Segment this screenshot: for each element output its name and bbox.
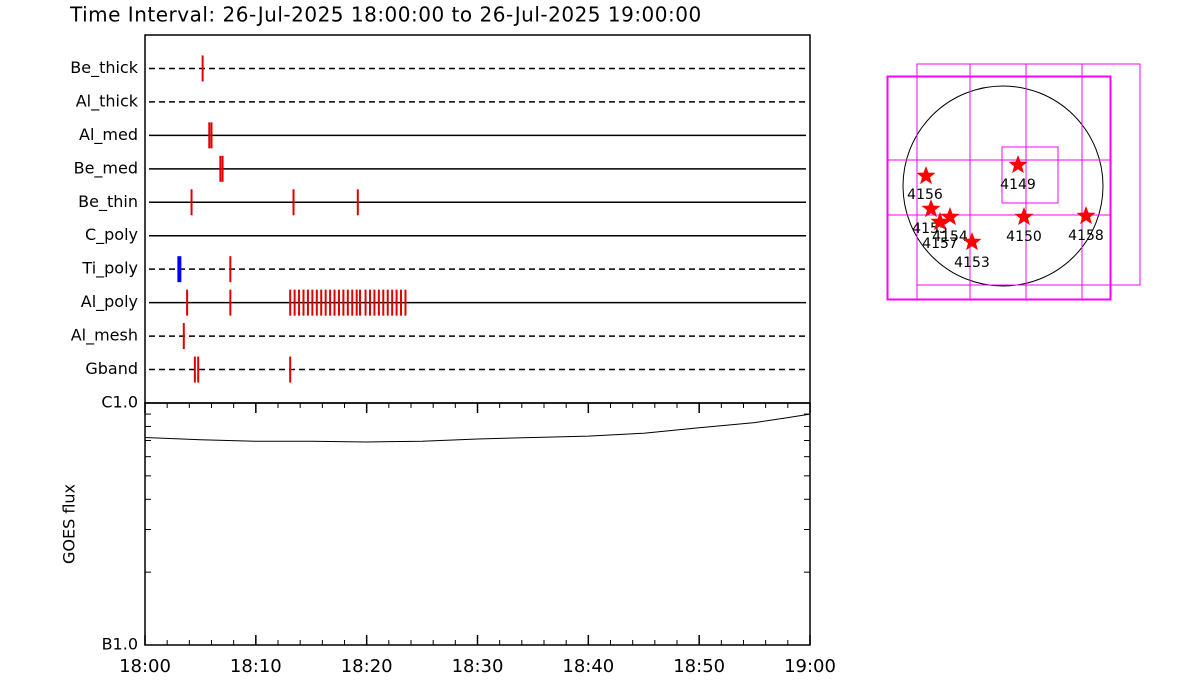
x-tick-label: 18:40 bbox=[562, 656, 614, 677]
row-label: C_poly bbox=[85, 225, 138, 245]
region-label: 4157 bbox=[922, 236, 958, 252]
top-frame bbox=[144, 34, 811, 404]
solar-disk bbox=[902, 85, 1104, 287]
region-label: 4156 bbox=[907, 187, 943, 203]
flux-line bbox=[144, 413, 811, 443]
fov-box bbox=[887, 76, 1111, 300]
row-label: Be_thin bbox=[78, 192, 138, 212]
region-label: 4154 bbox=[932, 229, 968, 245]
x-tick-label: 19:00 bbox=[784, 656, 836, 677]
row-label: Ti_poly bbox=[81, 259, 138, 279]
region-star bbox=[916, 166, 936, 185]
region-star bbox=[1014, 207, 1034, 226]
y-tick-label: C1.0 bbox=[101, 393, 138, 412]
row-label: Al_poly bbox=[81, 292, 138, 312]
region-star bbox=[930, 212, 950, 231]
row-label: Gband bbox=[85, 359, 138, 378]
x-tick-label: 18:30 bbox=[452, 656, 504, 677]
region-star bbox=[940, 207, 960, 226]
region-star bbox=[1076, 206, 1096, 225]
region-star bbox=[1008, 155, 1028, 174]
y-tick-label: B1.0 bbox=[102, 635, 138, 654]
row-label: Be_med bbox=[74, 158, 138, 178]
x-tick-label: 18:10 bbox=[230, 656, 282, 677]
region-label: 4158 bbox=[1068, 228, 1104, 244]
region-label: 4153 bbox=[954, 255, 990, 271]
x-tick-label: 18:50 bbox=[673, 656, 725, 677]
row-label: Al_med bbox=[79, 125, 138, 145]
fov-box bbox=[886, 75, 1112, 301]
row-label: Al_thick bbox=[76, 91, 139, 111]
y-axis-label: GOES flux bbox=[60, 484, 79, 564]
x-tick-label: 18:20 bbox=[341, 656, 393, 677]
region-star bbox=[921, 199, 941, 218]
row-label: Be_thick bbox=[70, 58, 138, 78]
row-label: Al_mesh bbox=[71, 326, 138, 346]
region-label: 4150 bbox=[1006, 229, 1042, 245]
x-tick-label: 18:00 bbox=[119, 656, 171, 677]
region-star bbox=[962, 232, 982, 251]
fov-box bbox=[1001, 146, 1059, 204]
region-label: 4149 bbox=[1000, 177, 1036, 193]
chart-title: Time Interval: 26-Jul-2025 18:00:00 to 2… bbox=[69, 3, 702, 27]
